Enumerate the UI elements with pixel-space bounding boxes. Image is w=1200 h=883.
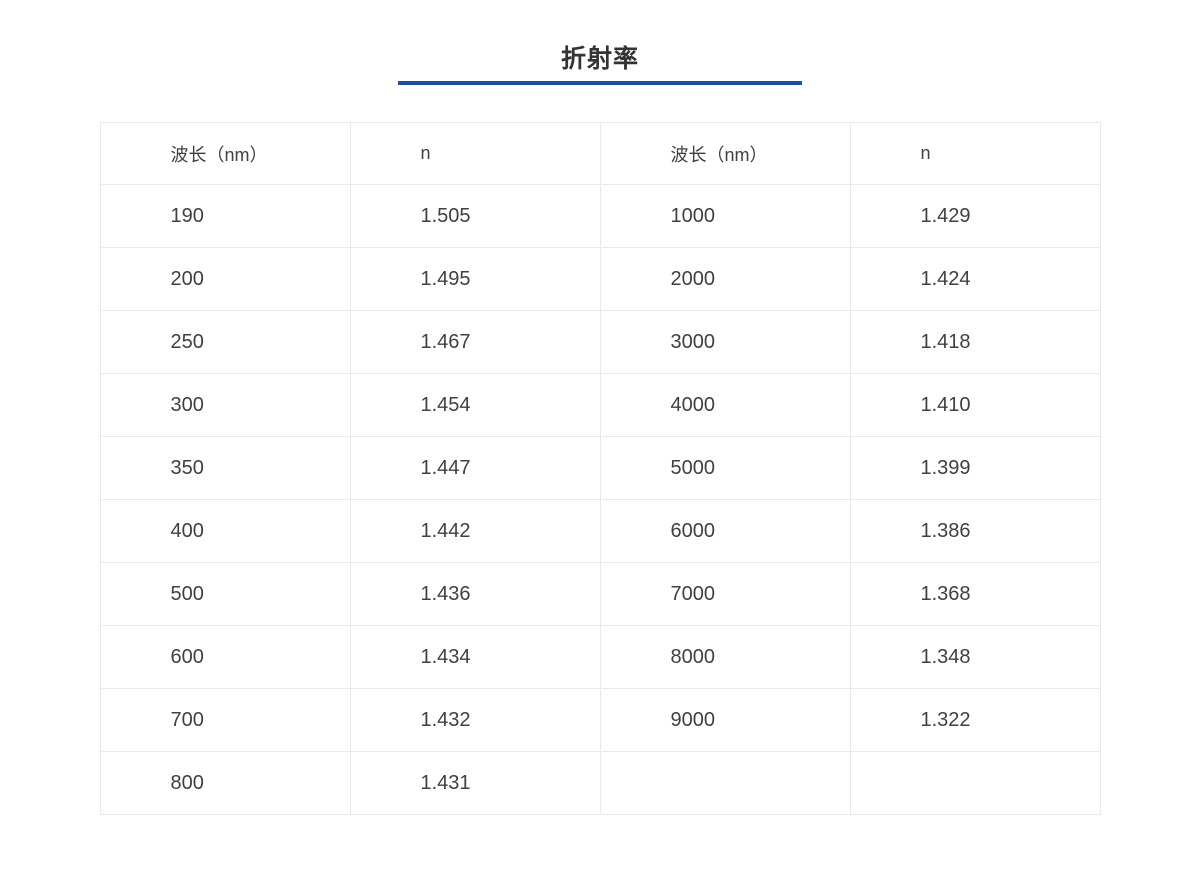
table-cell: 1.424 (849, 247, 1101, 311)
section-title-block: 折射率 (398, 44, 802, 85)
table-cell: 1.442 (349, 499, 601, 563)
column-header: 波长（nm） (99, 122, 351, 185)
page-title: 折射率 (560, 45, 639, 73)
table-cell: 190 (99, 184, 351, 248)
table-cell: 1.436 (349, 562, 601, 626)
title-underline (398, 81, 802, 85)
table-cell (599, 751, 851, 815)
table-cell: 8000 (599, 625, 851, 689)
table-header: 波长（nm） n 波长（nm） n (99, 122, 1101, 185)
table-cell: 3000 (599, 310, 851, 374)
table-header-row: 波长（nm） n 波长（nm） n (99, 122, 1101, 185)
table-cell: 6000 (599, 499, 851, 563)
table-cell: 1.434 (349, 625, 601, 689)
table-cell: 1.368 (849, 562, 1101, 626)
table-cell: 1.429 (849, 184, 1101, 248)
table-cell: 1.399 (849, 436, 1101, 500)
table-row: 190 1.505 1000 1.429 (99, 184, 1101, 248)
table-cell: 300 (99, 373, 351, 437)
table-cell: 1.431 (349, 751, 601, 815)
table-cell (849, 751, 1101, 815)
table-row: 800 1.431 (99, 751, 1101, 815)
column-header: n (849, 122, 1101, 185)
table-body: 190 1.505 1000 1.429 200 1.495 2000 1.424 250 1.4… (99, 184, 1101, 815)
table-cell: 4000 (599, 373, 851, 437)
refractive-index-table: 波长（nm） n 波长（nm） n 190 1.505 1000 1.429 200 1.495… (99, 122, 1101, 815)
table-cell: 7000 (599, 562, 851, 626)
table-cell: 5000 (599, 436, 851, 500)
table-cell: 1.447 (349, 436, 601, 500)
table-row: 300 1.454 4000 1.410 (99, 373, 1101, 437)
table-row: 200 1.495 2000 1.424 (99, 247, 1101, 311)
table-cell: 250 (99, 310, 351, 374)
table-cell: 1000 (599, 184, 851, 248)
table-cell: 1.432 (349, 688, 601, 752)
table-cell: 200 (99, 247, 351, 311)
table-cell: 1.467 (349, 310, 601, 374)
table-row: 700 1.432 9000 1.322 (99, 688, 1101, 752)
table-cell: 9000 (599, 688, 851, 752)
table-row: 500 1.436 7000 1.368 (99, 562, 1101, 626)
table-cell: 1.454 (349, 373, 601, 437)
table-cell: 500 (99, 562, 351, 626)
table-cell: 2000 (599, 247, 851, 311)
table-cell: 1.386 (849, 499, 1101, 563)
table-cell: 1.505 (349, 184, 601, 248)
table-cell: 1.495 (349, 247, 601, 311)
table-cell: 350 (99, 436, 351, 500)
table-cell: 700 (99, 688, 351, 752)
table-row: 400 1.442 6000 1.386 (99, 499, 1101, 563)
table-cell: 800 (99, 751, 351, 815)
table-cell: 400 (99, 499, 351, 563)
table-cell: 1.348 (849, 625, 1101, 689)
table-row: 350 1.447 5000 1.399 (99, 436, 1101, 500)
table-row: 250 1.467 3000 1.418 (99, 310, 1101, 374)
column-header: 波长（nm） (599, 122, 851, 185)
table-cell: 1.410 (849, 373, 1101, 437)
table-cell: 1.322 (849, 688, 1101, 752)
column-header: n (349, 122, 601, 185)
table-row: 600 1.434 8000 1.348 (99, 625, 1101, 689)
table-cell: 1.418 (849, 310, 1101, 374)
table-cell: 600 (99, 625, 351, 689)
